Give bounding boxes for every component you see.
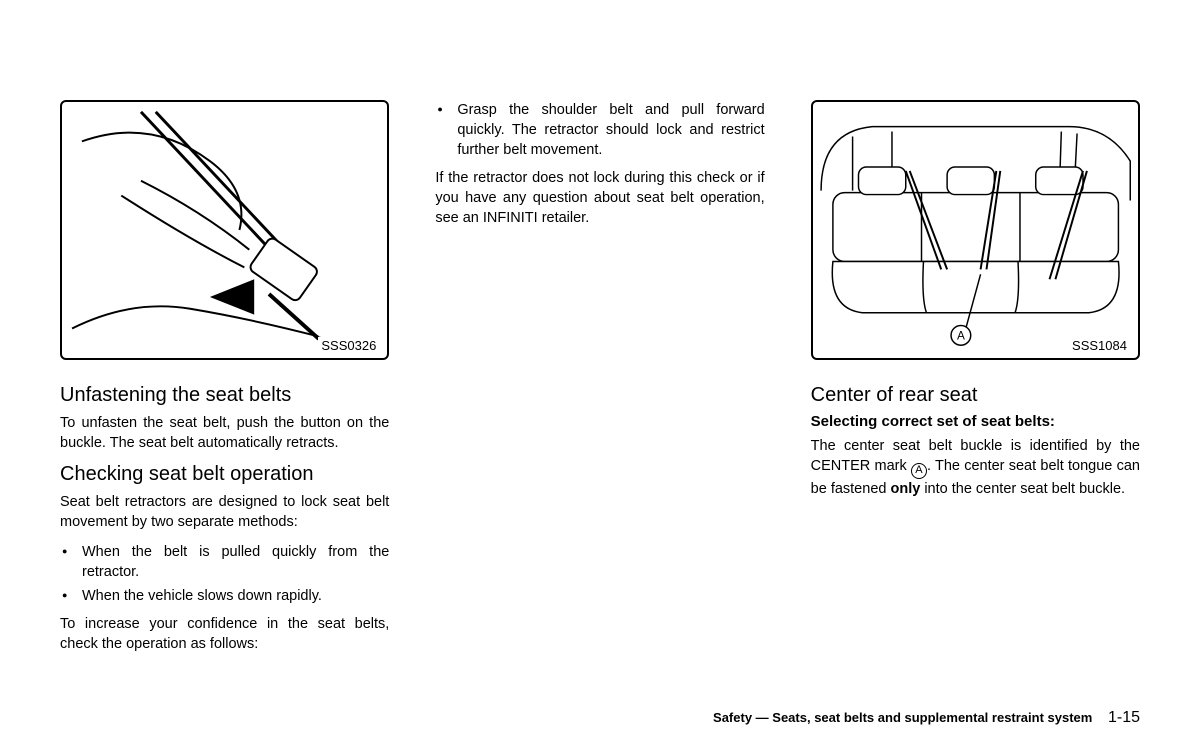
- list-item: When the vehicle slows down rapidly.: [60, 586, 389, 606]
- rear-seat-illustration: A: [813, 102, 1138, 358]
- column-3: A SSS1084 Center of rear seat Selecting …: [811, 100, 1140, 664]
- list-item: When the belt is pulled quickly from the…: [60, 542, 389, 582]
- heading-checking: Checking seat belt operation: [60, 463, 389, 486]
- page-number: 1-15: [1108, 709, 1140, 726]
- seatbelt-buckle-illustration: [62, 102, 387, 358]
- para-retractors: Seat belt retractors are designed to loc…: [60, 492, 389, 532]
- subheading-selecting: Selecting correct set of seat belts:: [811, 413, 1140, 430]
- list-item: Grasp the shoulder belt and pull forward…: [435, 100, 764, 160]
- callout-a-icon: A: [951, 326, 971, 346]
- column-1: SSS0326 Unfastening the seat belts To un…: [60, 100, 389, 664]
- page-footer: Safety — Seats, seat belts and supplemen…: [713, 709, 1140, 727]
- column-2: Grasp the shoulder belt and pull forward…: [435, 100, 764, 664]
- page-columns: SSS0326 Unfastening the seat belts To un…: [60, 100, 1140, 664]
- figure-label: SSS0326: [318, 337, 379, 354]
- figure-label: SSS1084: [1069, 337, 1130, 354]
- bullet-list-grasp: Grasp the shoulder belt and pull forward…: [435, 100, 764, 160]
- para-center-buckle: The center seat belt buckle is identifie…: [811, 436, 1140, 499]
- para-confidence: To increase your confidence in the seat …: [60, 614, 389, 654]
- para-unfasten: To unfasten the seat belt, push the butt…: [60, 413, 389, 453]
- figure-unfasten: SSS0326: [60, 100, 389, 360]
- text-fragment: into the center seat belt buckle.: [920, 481, 1125, 497]
- heading-center-rear: Center of rear seat: [811, 384, 1140, 407]
- figure-rear-seat: A SSS1084: [811, 100, 1140, 360]
- callout-a-inline-icon: A: [911, 463, 927, 479]
- text-only: only: [890, 481, 920, 497]
- bullet-list-methods: When the belt is pulled quickly from the…: [60, 542, 389, 606]
- arrow-icon: [210, 279, 254, 314]
- heading-unfastening: Unfastening the seat belts: [60, 384, 389, 407]
- para-retailer: If the retractor does not lock during th…: [435, 168, 764, 228]
- chapter-title: Safety — Seats, seat belts and supplemen…: [713, 710, 1092, 725]
- svg-text:A: A: [957, 328, 965, 342]
